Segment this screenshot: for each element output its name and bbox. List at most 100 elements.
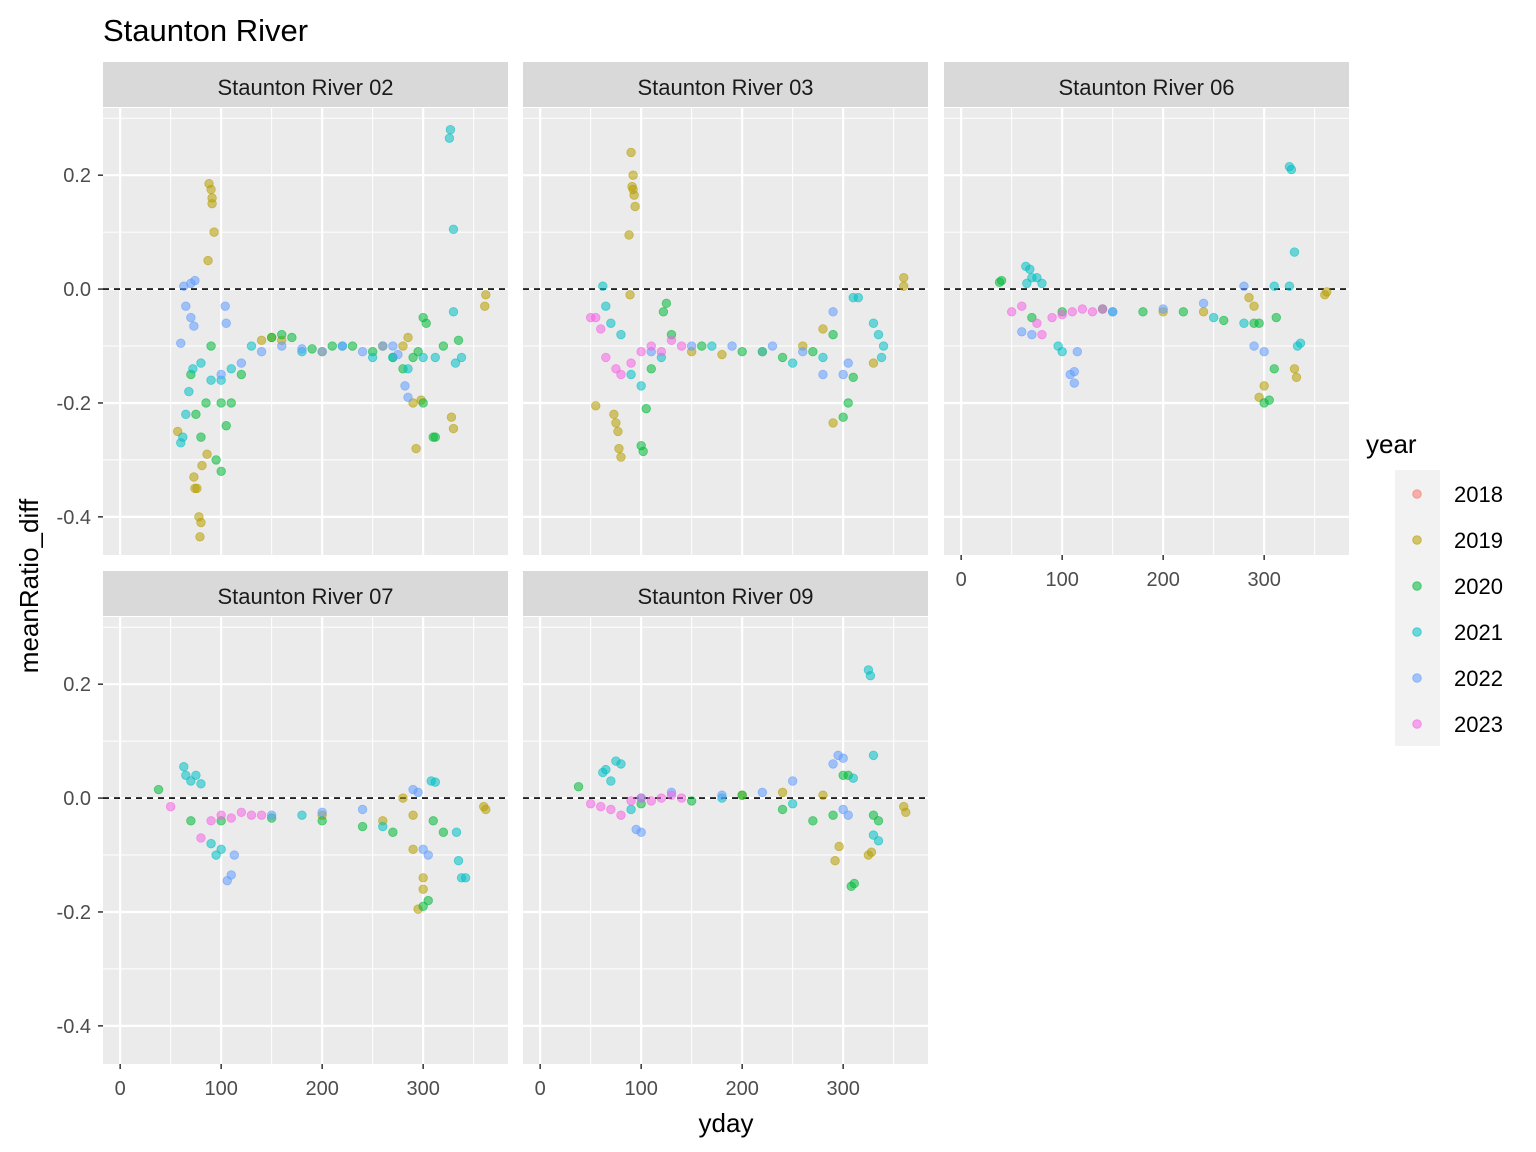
data-point-2019 [190, 483, 200, 494]
data-point-2021 [450, 358, 461, 368]
x-axis-label: yday [699, 1108, 754, 1138]
data-point-2020 [848, 372, 858, 383]
facet-strip [103, 62, 508, 107]
data-point-2022 [256, 347, 267, 357]
x-tick-label: 300 [826, 1078, 859, 1100]
data-point-2019 [609, 409, 619, 420]
x-tick-label: 200 [725, 1078, 758, 1100]
legend-key-2022 [1412, 673, 1422, 683]
data-point-2023 [656, 793, 667, 803]
data-point-2021 [873, 329, 884, 340]
data-point-2021 [367, 352, 378, 363]
data-point-2022 [818, 369, 828, 380]
data-point-2019 [626, 147, 636, 158]
data-point-2021 [868, 750, 879, 761]
data-point-2019 [628, 170, 638, 180]
data-point-2023 [226, 813, 236, 823]
data-point-2023 [596, 324, 606, 334]
data-point-2020 [777, 352, 788, 363]
data-point-2020 [1271, 312, 1281, 323]
x-tick-label: 0 [535, 1078, 546, 1100]
data-point-2021 [196, 779, 206, 789]
facet-panel: Staunton River 02 -0.4 -0.2 0.0 0.2 [57, 62, 508, 555]
facet-strip-label: Staunton River 09 [637, 584, 813, 609]
data-point-2019 [1198, 307, 1209, 317]
facet-strip [523, 571, 928, 616]
data-point-2019 [209, 227, 219, 237]
facet-panel: Staunton River 07 -0.4 -0.2 0.0 0.2 0 100 200 30… [57, 571, 508, 1100]
data-point-2020 [201, 398, 211, 408]
data-point-2020 [646, 364, 656, 374]
data-point-2019 [202, 449, 212, 459]
data-point-2021 [453, 856, 464, 866]
data-point-2020 [206, 341, 216, 351]
data-point-2019 [629, 190, 639, 200]
data-point-2022 [1017, 327, 1027, 337]
data-point-2021 [444, 133, 455, 143]
data-point-2019 [197, 460, 207, 471]
data-point-2019 [411, 443, 421, 454]
data-point-2021 [430, 352, 440, 363]
data-point-2021 [216, 844, 226, 855]
data-point-2020 [428, 816, 438, 826]
data-point-2022 [1158, 304, 1168, 314]
data-point-2021 [448, 307, 459, 317]
data-point-2020 [641, 403, 651, 414]
data-point-2021 [873, 836, 884, 846]
data-point-2022 [221, 318, 231, 328]
legend-key-2023 [1412, 719, 1422, 729]
data-point-2021 [181, 409, 191, 420]
data-point-2022 [843, 358, 853, 368]
data-point-2019 [398, 793, 408, 803]
data-point-2023 [1006, 307, 1017, 317]
facet-strip-label: Staunton River 07 [217, 584, 393, 609]
x-tick-label: 200 [1146, 569, 1179, 591]
data-point-2020 [266, 332, 277, 343]
data-point-2022 [337, 341, 348, 351]
data-point-2020 [421, 318, 431, 328]
data-point-2023 [591, 312, 601, 323]
data-point-2022 [189, 321, 199, 331]
data-point-2019 [899, 281, 909, 291]
data-point-2021 [626, 804, 636, 815]
data-point-2021 [787, 358, 798, 368]
legend-key-2020 [1412, 581, 1422, 591]
data-point-2019 [818, 324, 828, 334]
data-point-2020 [438, 827, 449, 837]
data-point-2021 [876, 352, 887, 363]
data-point-2019 [625, 290, 635, 300]
data-point-2021 [606, 318, 616, 328]
data-point-2021 [818, 352, 828, 363]
facet-strip [523, 62, 928, 107]
data-point-2020 [236, 369, 247, 380]
data-point-2022 [413, 787, 423, 798]
data-point-2020 [418, 398, 428, 408]
data-point-2022 [403, 392, 413, 402]
data-point-2020 [808, 816, 818, 826]
y-tick-label: -0.2 [57, 393, 91, 415]
data-point-2019 [828, 418, 838, 428]
data-point-2019 [408, 844, 418, 855]
data-point-2019 [398, 341, 408, 351]
data-point-2021 [626, 369, 636, 380]
data-point-2020 [211, 455, 221, 465]
data-point-2019 [901, 807, 911, 818]
data-point-2021 [456, 352, 467, 363]
data-point-2019 [189, 472, 199, 482]
data-point-2020 [287, 332, 297, 343]
y-tick-label: 0.0 [63, 788, 91, 810]
data-point-2023 [676, 341, 687, 351]
legend-key-background [1395, 470, 1440, 746]
data-point-2023 [626, 796, 636, 806]
data-point-2022 [277, 341, 287, 351]
data-point-2020 [828, 810, 838, 820]
facet-panels: Staunton River 02-0.4-0.20.00.2Staunton … [57, 62, 1349, 1100]
data-point-2019 [1259, 381, 1269, 391]
data-point-2022 [1249, 341, 1259, 351]
data-point-2020 [221, 421, 231, 431]
data-point-2023 [1057, 310, 1067, 320]
data-point-2020 [658, 307, 669, 317]
data-point-2021 [206, 375, 216, 385]
data-point-2021 [1289, 247, 1300, 257]
data-point-2023 [165, 801, 176, 812]
